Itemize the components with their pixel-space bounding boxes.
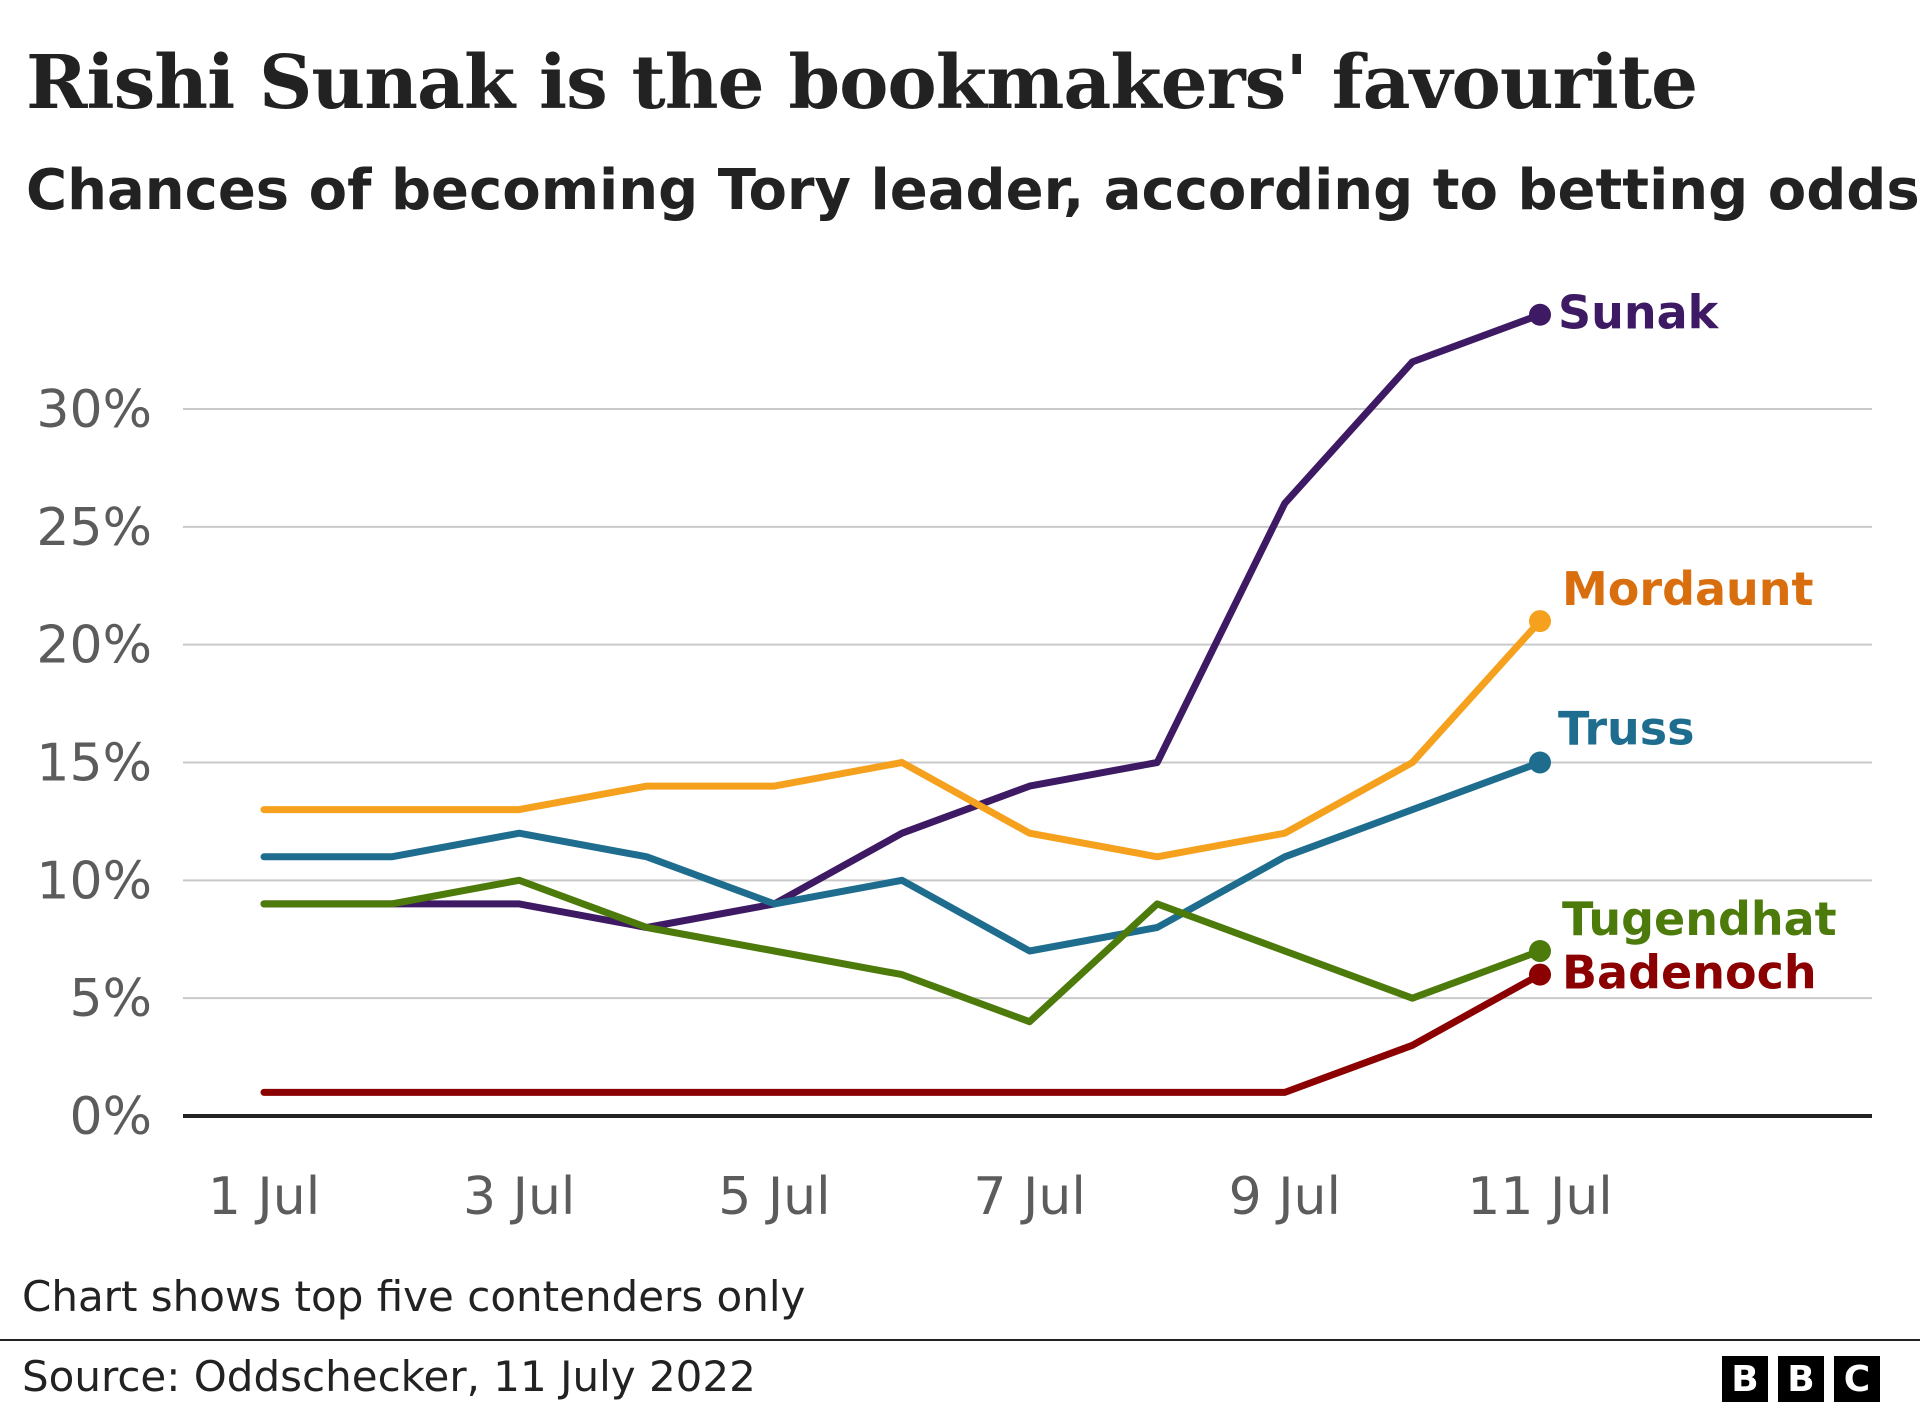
- footer-divider: [0, 1339, 1920, 1341]
- y-axis-tick-labels: 0% 5% 10% 15% 20% 25% 30%: [36, 380, 152, 1147]
- series-label-sunak: Sunak: [1558, 286, 1720, 340]
- chart-note: Chart shows top five contenders only: [22, 1272, 806, 1321]
- x-axis-tick-labels: 1 Jul 3 Jul 5 Jul 7 Jul 9 Jul 11 Jul: [208, 1167, 1613, 1227]
- series-line-truss: [260, 759, 1544, 955]
- bbc-logo-letter: C: [1834, 1356, 1880, 1402]
- series-label-tugendhat: Tugendhat: [1562, 892, 1837, 946]
- series-label-mordaunt: Mordaunt: [1562, 562, 1814, 616]
- series-line-mordaunt: [260, 617, 1544, 861]
- y-tick-label: 15%: [36, 734, 152, 794]
- bbc-logo: B B C: [1722, 1356, 1880, 1402]
- y-tick-label: 30%: [36, 380, 152, 440]
- x-tick-label: 3 Jul: [463, 1167, 575, 1227]
- series-end-marker-badenoch: [1529, 963, 1551, 986]
- series-end-marker-truss: [1529, 751, 1551, 774]
- x-tick-label: 5 Jul: [718, 1167, 830, 1227]
- line-chart: 0% 5% 10% 15% 20% 25% 30% 1 Jul 3 Jul 5 Jul 7 Jul…: [36, 286, 1872, 1227]
- x-tick-label: 1 Jul: [208, 1167, 320, 1227]
- series-end-marker-tugendhat: [1529, 940, 1551, 963]
- y-tick-label: 5%: [70, 969, 153, 1029]
- series-line-sunak: [260, 311, 1544, 931]
- series-line-badenoch: [260, 971, 1544, 1096]
- series-label-badenoch: Badenoch: [1562, 946, 1817, 1000]
- bbc-logo-letter: B: [1778, 1356, 1824, 1402]
- series-end-marker-sunak: [1529, 303, 1551, 326]
- x-tick-label: 9 Jul: [1229, 1167, 1341, 1227]
- x-tick-label: 11 Jul: [1467, 1167, 1612, 1227]
- y-tick-label: 0%: [70, 1087, 153, 1147]
- y-tick-label: 20%: [36, 616, 152, 676]
- source-text: Source: Oddschecker, 11 July 2022: [22, 1352, 756, 1401]
- bbc-logo-letter: B: [1722, 1356, 1768, 1402]
- series-end-marker-mordaunt: [1529, 610, 1551, 633]
- grid-lines: [183, 408, 1872, 1000]
- series-lines: [260, 303, 1551, 1096]
- y-tick-label: 10%: [36, 851, 152, 911]
- y-tick-label: 25%: [36, 498, 152, 558]
- chart-subtitle: Chances of becoming Tory leader, accordi…: [26, 158, 1920, 223]
- x-tick-label: 7 Jul: [973, 1167, 1085, 1227]
- series-label-truss: Truss: [1558, 702, 1695, 756]
- series-line-tugendhat: [260, 876, 1544, 1026]
- chart-title: Rishi Sunak is the bookmakers' favourite: [26, 40, 1698, 126]
